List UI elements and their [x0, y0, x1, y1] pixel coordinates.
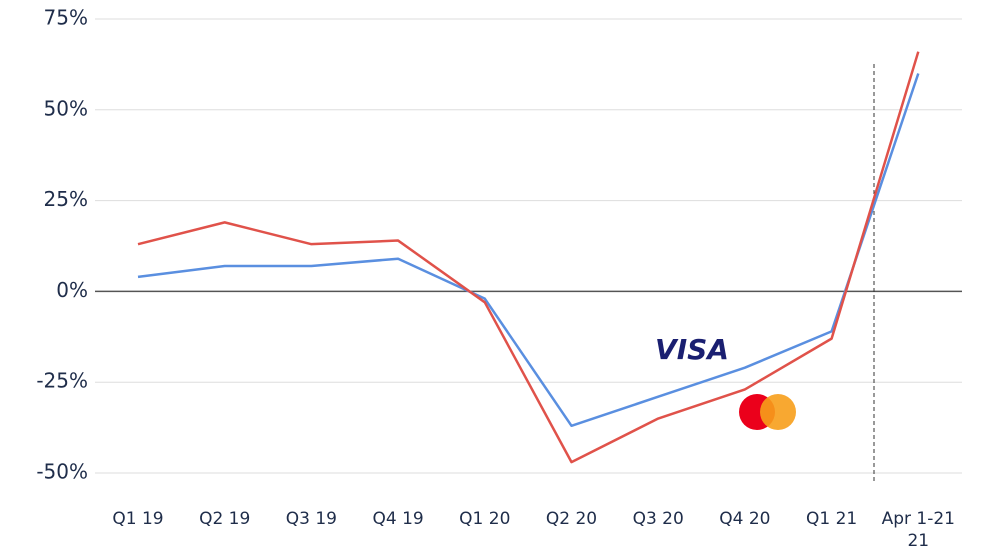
x-tick-label: Q2 20 [545, 509, 598, 529]
x-tick-label: Q4 19 [372, 509, 424, 529]
x-tick-label: Q1 20 [459, 509, 511, 529]
y-tick-label: 50% [44, 96, 88, 120]
x-tick-label: Q1 19 [112, 509, 164, 529]
y-tick-label: 75% [44, 6, 88, 30]
x-tick-label: Q2 19 [199, 509, 251, 529]
y-tick-label: 0% [56, 278, 88, 302]
x-tick-label: Q3 19 [285, 509, 337, 529]
y-tick-label: 25% [44, 187, 88, 211]
x-tick-label: Apr 1-21 21 [881, 509, 955, 551]
x-tick-label: Q3 20 [632, 509, 684, 529]
y-tick-label: -50% [36, 460, 88, 484]
series-line [137, 51, 920, 464]
x-tick-label: Q1 21 [805, 509, 858, 529]
legend-label: VISA [655, 333, 729, 366]
mastercard-logo [739, 394, 796, 430]
series-line [137, 73, 920, 428]
y-tick-label: -25% [36, 369, 88, 393]
x-tick-label: Q4 20 [719, 509, 771, 529]
